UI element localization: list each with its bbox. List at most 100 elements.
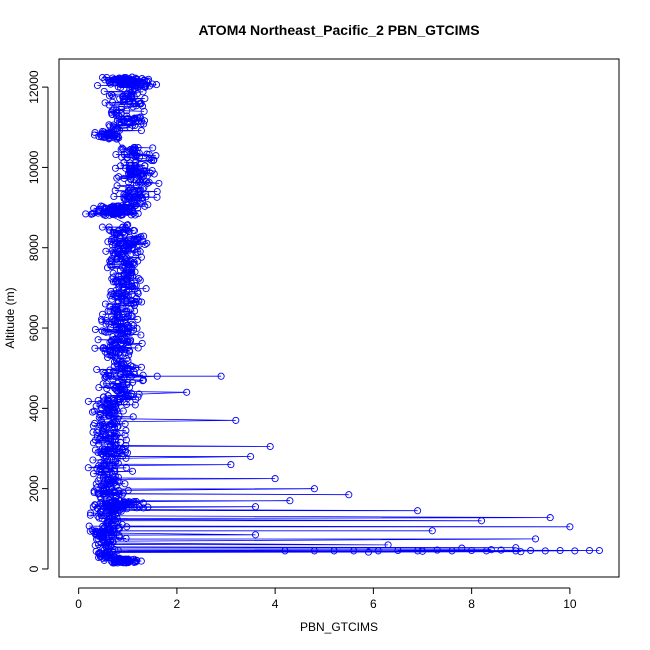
data-point: [468, 546, 476, 555]
data-point: [100, 445, 108, 453]
data-point: [98, 515, 106, 523]
data-point: [123, 355, 131, 363]
data-point: [125, 183, 133, 191]
data-point: [109, 550, 117, 559]
data-point: [137, 363, 145, 371]
data-point: [95, 528, 104, 536]
data-point: [127, 312, 135, 320]
data-point: [90, 204, 98, 212]
data-point: [136, 248, 144, 256]
data-point: [96, 411, 104, 419]
data-point: [113, 116, 121, 124]
data-point: [251, 503, 260, 511]
data-point: [102, 453, 111, 461]
data-point: [106, 257, 114, 265]
data-point: [139, 377, 147, 385]
data-point: [106, 549, 114, 557]
data-point: [105, 397, 113, 405]
data-point: [97, 202, 105, 210]
data-point: [87, 509, 95, 517]
data-point: [132, 298, 140, 306]
data-point: [247, 452, 255, 461]
data-point: [310, 547, 318, 555]
data-point: [141, 162, 149, 170]
data-point: [118, 103, 126, 111]
data-point: [138, 339, 146, 347]
data-point: [132, 157, 140, 165]
data-point: [86, 511, 94, 519]
data-point: [98, 127, 107, 135]
data-point: [135, 503, 144, 511]
data-point: [364, 548, 373, 556]
x-tick-label: 0: [75, 597, 82, 611]
data-point: [531, 535, 540, 543]
data-point: [104, 456, 112, 464]
data-point: [109, 333, 117, 341]
data-point: [110, 106, 118, 114]
data-point: [132, 294, 141, 303]
data-point: [384, 541, 392, 549]
data-point: [114, 473, 122, 481]
data-point: [117, 254, 125, 262]
data-point: [113, 182, 121, 190]
data-point: [119, 555, 127, 563]
data-point: [137, 233, 145, 241]
data-point: [114, 495, 122, 503]
data-point: [101, 300, 109, 308]
data-point: [595, 546, 603, 555]
data-point: [103, 385, 111, 393]
data-point: [130, 258, 138, 266]
data-point: [110, 121, 118, 129]
data-point: [104, 238, 112, 246]
data-point: [126, 124, 134, 132]
data-point: [115, 173, 123, 181]
data-point: [111, 186, 119, 195]
data-point: [131, 401, 139, 409]
data-point: [458, 544, 466, 552]
data-point: [109, 269, 117, 277]
y-axis: 0 2000 4000 6000 8000 10000 12000: [27, 70, 49, 572]
data-point: [128, 467, 137, 475]
data-point: [122, 441, 130, 450]
y-tick-label: 0: [27, 565, 41, 572]
data-point: [124, 221, 132, 229]
data-point: [108, 235, 116, 243]
data-point: [105, 129, 113, 137]
data-point: [108, 295, 116, 303]
data-point: [137, 331, 145, 339]
data-point: [144, 179, 152, 187]
data-point: [91, 344, 99, 352]
data-point: [131, 162, 139, 170]
data-point: [115, 74, 123, 82]
data-point: [144, 201, 152, 209]
data-point: [94, 336, 102, 344]
data-point: [140, 76, 148, 84]
data-point: [110, 304, 118, 312]
data-point: [107, 420, 115, 428]
data-point: [122, 464, 130, 472]
data-point: [115, 289, 123, 297]
data-point: [110, 336, 118, 344]
data-point: [116, 246, 124, 255]
data-point: [217, 372, 225, 380]
data-point: [512, 547, 520, 555]
data-point: [227, 461, 235, 469]
data-point: [101, 76, 109, 84]
data-point: [115, 490, 123, 498]
data-point: [142, 193, 150, 201]
y-tick-label: 12000: [27, 70, 41, 104]
data-point: [130, 144, 138, 152]
plot-frame: [58, 58, 620, 578]
data-point: [129, 498, 137, 506]
data-point: [99, 528, 107, 536]
data-point: [477, 517, 486, 525]
data-point: [136, 113, 144, 121]
data-point: [487, 546, 495, 554]
data-point: [93, 484, 101, 492]
data-point: [117, 110, 125, 118]
data-point: [139, 376, 147, 384]
data-point: [152, 152, 160, 160]
data-point: [105, 121, 113, 129]
data-point: [93, 365, 101, 374]
data-point: [122, 436, 130, 444]
